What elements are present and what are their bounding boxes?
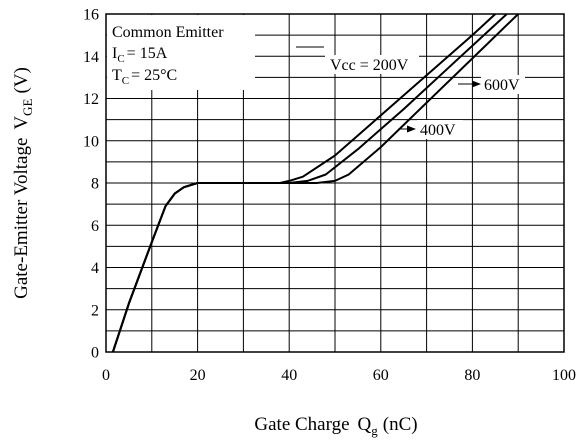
x-axis-title: Gate Charge Qg (nC): [254, 414, 417, 438]
x-tick-label: 80: [464, 367, 480, 384]
x-tick-label: 100: [552, 367, 576, 384]
chart-series-group: [111, 14, 519, 352]
chart-ticks: 0 2 4 6 8 10 12 14 16 0 20 40 60 80 100: [83, 7, 576, 385]
plot-frame: [105, 13, 565, 353]
legend-ic-symbol: I: [112, 45, 117, 62]
x-tick-label: 60: [373, 367, 389, 384]
y-tick-label: 4: [91, 260, 99, 277]
x-axis-symbol-sub: g: [371, 423, 378, 438]
x-tick-label: 40: [281, 367, 297, 384]
y-tick-label: 0: [91, 345, 99, 362]
annotation-200v-background: [325, 55, 419, 74]
y-axis-unit: (V): [11, 67, 32, 93]
plot-frame-group: [105, 13, 565, 353]
y-axis-title-text: Gate-Emitter Voltage: [11, 138, 32, 299]
x-tick-label: 20: [190, 367, 206, 384]
vcc-annotations: Vcc = 200V 600V 400V: [296, 46, 525, 139]
annotation-400v: 400V: [420, 122, 456, 139]
annotation-600v: 600V: [484, 77, 520, 94]
y-tick-label: 12: [83, 91, 99, 108]
annotation-vcc-200v: Vcc = 200V: [330, 57, 409, 74]
legend-line-ic: IC = 15A: [112, 45, 168, 65]
y-tick-label: 8: [91, 176, 99, 193]
legend-tc-sub: C: [122, 75, 129, 87]
y-tick-label: 14: [83, 49, 99, 66]
annotation-400v-arrowhead: [407, 125, 416, 133]
y-tick-label: 10: [83, 133, 99, 150]
annotation-400v-background: [417, 120, 463, 139]
legend-ic-rest: = 15A: [127, 45, 168, 62]
y-tick-label: 6: [91, 218, 99, 235]
y-axis-symbol: V: [11, 116, 32, 130]
y-tick-label: 2: [91, 302, 99, 319]
annotation-600v-arrowhead: [472, 80, 481, 88]
series-line-2: [111, 14, 519, 352]
y-axis-title: Gate-Emitter Voltage VGE (V): [11, 67, 35, 299]
legend-line-common-emitter: Common Emitter: [112, 24, 224, 41]
x-axis-unit: (nC): [383, 414, 418, 435]
legend-background: [107, 15, 255, 90]
x-axis-symbol: Q: [358, 414, 372, 435]
legend-tc-symbol: T: [112, 67, 122, 84]
annotation-600v-background: [481, 75, 525, 94]
y-tick-label: 16: [83, 7, 99, 24]
x-tick-label: 0: [102, 367, 110, 384]
x-axis-title-text: Gate Charge: [254, 414, 349, 435]
legend-line-tc: TC = 25°C: [112, 67, 177, 87]
y-axis-symbol-sub: GE: [20, 98, 35, 115]
legend: Common Emitter IC = 15A TC = 25°C: [112, 24, 224, 87]
legend-tc-rest: = 25°C: [131, 67, 177, 84]
legend-ic-sub: C: [117, 53, 124, 65]
